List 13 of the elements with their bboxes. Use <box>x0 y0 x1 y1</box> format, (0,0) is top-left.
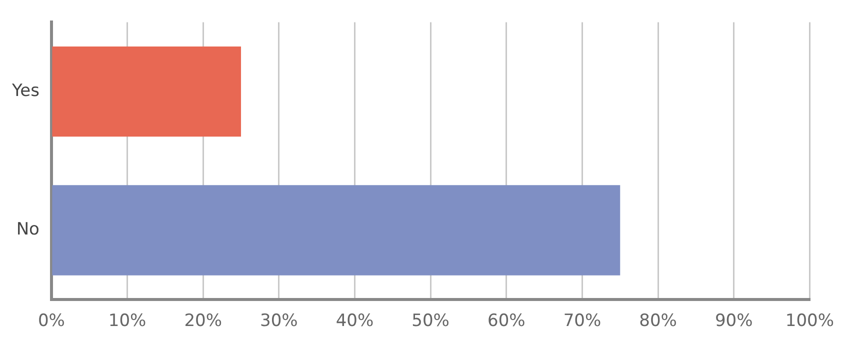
x-tick-label: 60% <box>488 311 526 332</box>
x-tick-label: 40% <box>336 311 374 332</box>
x-tick-label: 30% <box>260 311 298 332</box>
x-tick-label: 20% <box>184 311 222 332</box>
y-tick-label: No <box>16 220 40 240</box>
x-tick-label: 90% <box>714 311 753 332</box>
x-tick-label: 80% <box>639 311 677 332</box>
x-tick-label: 10% <box>108 311 146 332</box>
x-tick-label: 0% <box>38 311 65 332</box>
y-tick-label: Yes <box>10 80 40 101</box>
x-tick-label: 70% <box>563 311 602 332</box>
x-tick-label: 50% <box>412 311 450 332</box>
x-tick-label: 100% <box>785 311 834 332</box>
